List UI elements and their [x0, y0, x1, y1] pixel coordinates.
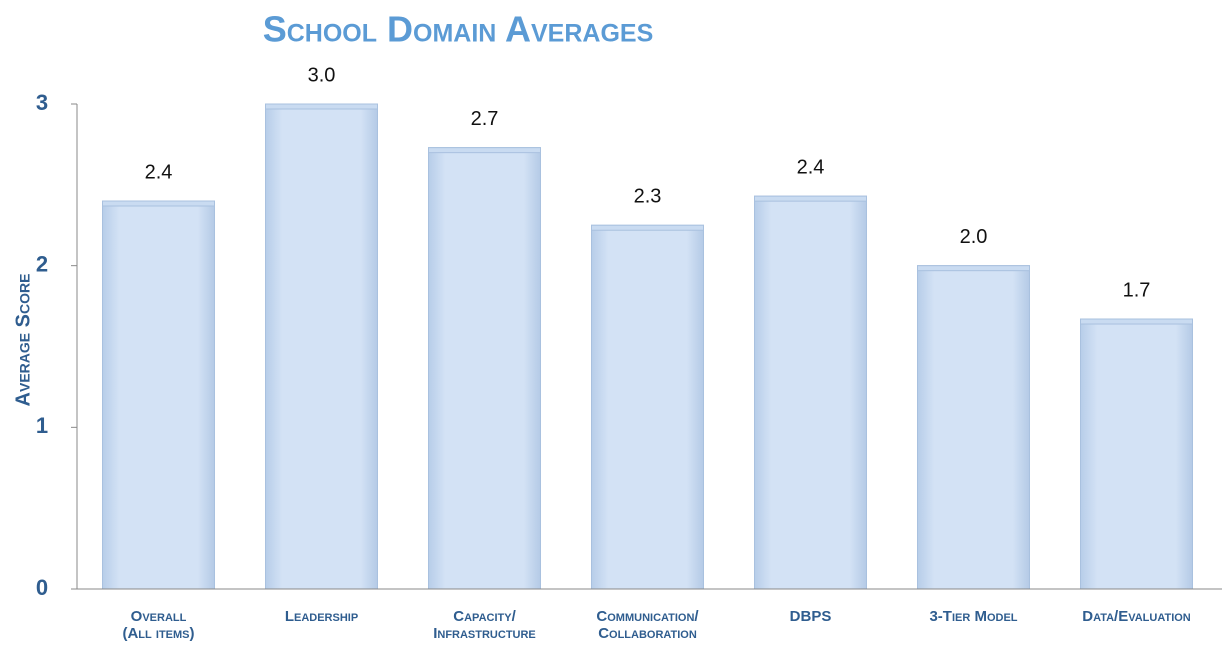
- bar-bevel: [428, 147, 541, 154]
- chart-title: School Domain Averages: [263, 9, 654, 50]
- bar-bevel: [1080, 318, 1193, 325]
- x-tick-label: Leadership: [284, 608, 359, 625]
- bar-bevel: [265, 103, 378, 110]
- y-tick-label: 0: [36, 575, 48, 600]
- bar-bevel: [754, 195, 867, 202]
- x-tick-label: Communication/ Collaboration: [596, 608, 699, 642]
- x-tick-label: 3-Tier Model: [929, 608, 1018, 625]
- y-tick-label: 2: [36, 251, 48, 276]
- bar: [1080, 318, 1193, 590]
- value-label: 1.7: [1123, 279, 1151, 301]
- x-tick-label: Overall (All items): [122, 608, 195, 642]
- y-tick-label: 1: [36, 413, 48, 438]
- bar-bevel: [102, 200, 215, 207]
- bar-bevel: [591, 224, 704, 231]
- bar: [102, 200, 215, 590]
- bar: [428, 147, 541, 590]
- x-tick-label: Capacity/ Infrastructure: [433, 608, 536, 642]
- x-tick-label: DBPS: [789, 608, 832, 625]
- value-label: 2.4: [797, 156, 825, 178]
- bar: [754, 195, 867, 590]
- bar: [591, 224, 704, 590]
- x-tick-label: Data/Evaluation: [1082, 608, 1191, 625]
- y-tick-label: 3: [36, 90, 48, 115]
- value-label: 3.0: [308, 64, 336, 86]
- y-axis-label: Average Score: [12, 274, 34, 407]
- bar-bevel: [917, 265, 1030, 272]
- value-label: 2.0: [960, 226, 988, 248]
- value-label: 2.7: [471, 108, 499, 130]
- bar: [917, 265, 1030, 590]
- value-label: 2.4: [145, 161, 173, 183]
- bar: [265, 103, 378, 590]
- value-label: 2.3: [634, 186, 662, 208]
